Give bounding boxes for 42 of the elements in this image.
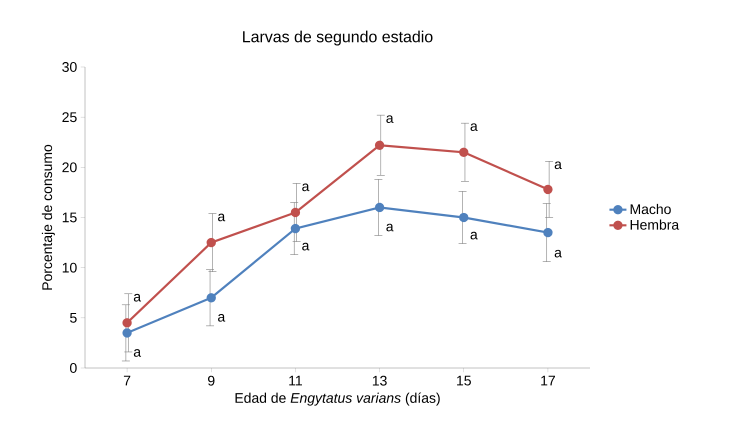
x-tick-label: 7 — [124, 376, 130, 386]
point — [290, 224, 300, 234]
y-tick-label: 5 — [70, 312, 77, 323]
y-tick-label: 10 — [62, 262, 77, 273]
point — [543, 184, 553, 194]
x-tick-label: 17 — [541, 376, 555, 386]
y-tick-label: 15 — [62, 212, 77, 222]
x-tick-label: 15 — [457, 376, 471, 386]
annotation: a — [302, 242, 310, 250]
point — [122, 328, 132, 338]
point — [374, 140, 384, 150]
y-tick-label: 25 — [62, 112, 77, 122]
y-axis-title: Porcentaje de consumo — [42, 144, 55, 290]
annotation: a — [470, 232, 478, 240]
annotation: a — [470, 123, 478, 132]
annotation: a — [134, 349, 142, 357]
point — [206, 293, 216, 302]
annotation: a — [554, 161, 562, 170]
point — [122, 318, 132, 328]
x-tick-label: 13 — [372, 376, 387, 386]
point — [290, 208, 300, 218]
legend-label: Macho — [630, 204, 671, 214]
y-tick-label: 20 — [62, 162, 77, 172]
legend-label: Hembra — [630, 219, 680, 230]
annotation: a — [554, 250, 562, 258]
point — [543, 228, 553, 238]
point — [206, 238, 216, 248]
annotation: a — [386, 115, 394, 123]
x-tick-label: 11 — [289, 376, 302, 386]
y-tick-label: 30 — [62, 62, 77, 72]
annotation: a — [218, 214, 226, 222]
annotation: a — [218, 314, 226, 322]
x-axis-title: Edad de Engytatus varians (días) — [236, 392, 440, 406]
chart-title: Larvas de segundo estadio — [243, 30, 432, 46]
point — [459, 212, 468, 222]
x-tick-label: 9 — [208, 376, 214, 386]
y-tick-label: 0 — [70, 363, 77, 373]
point — [374, 202, 384, 212]
annotation: a — [386, 224, 394, 232]
point — [459, 148, 468, 157]
annotation: a — [134, 294, 142, 302]
annotation: a — [302, 184, 310, 192]
